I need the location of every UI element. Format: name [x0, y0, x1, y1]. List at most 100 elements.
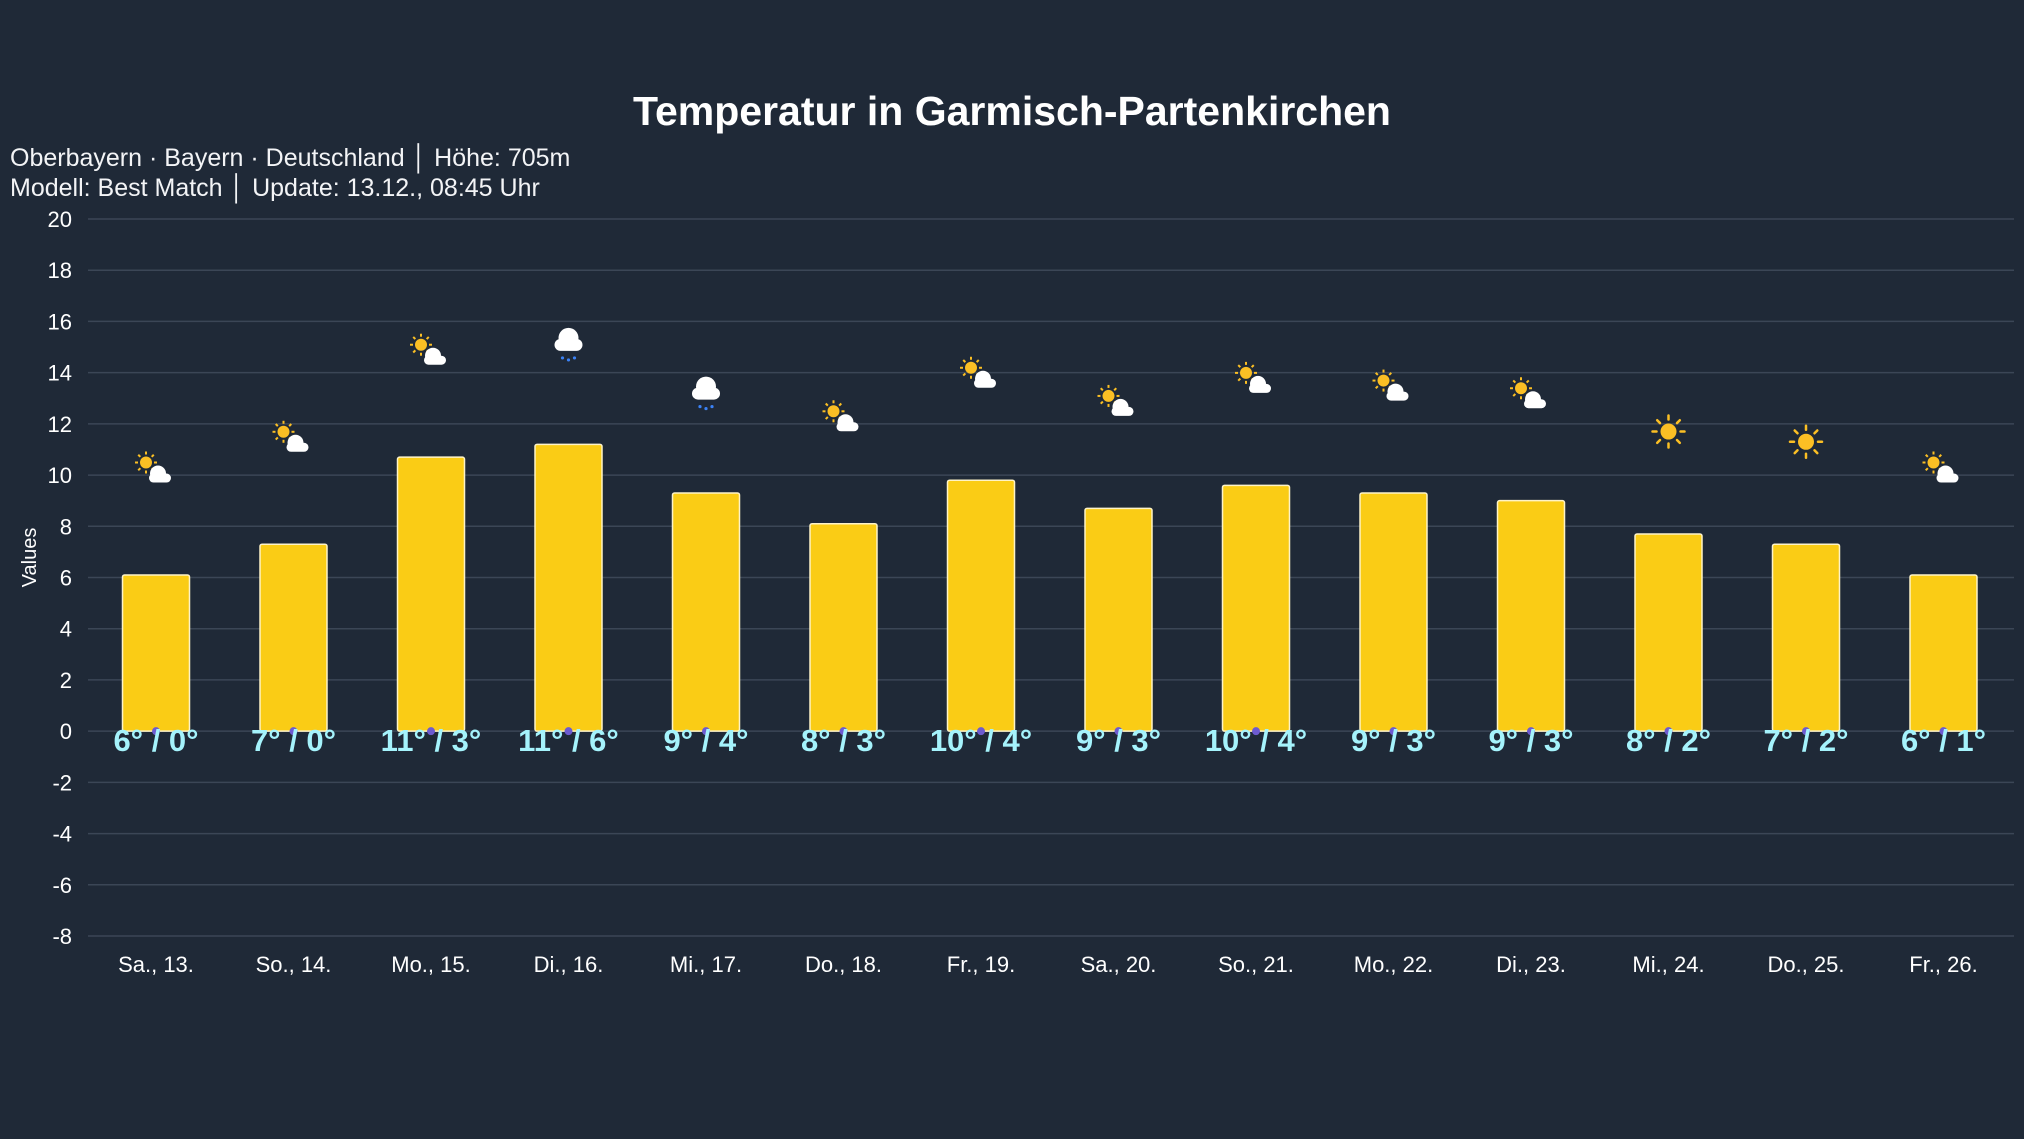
x-tick-label: So., 21.: [1218, 952, 1294, 977]
sun-ray: [1250, 364, 1255, 368]
min-marker: [1802, 727, 1810, 736]
raindrop-icon: [704, 406, 708, 411]
bar: [259, 543, 328, 732]
x-tick-label: Sa., 13.: [118, 952, 194, 977]
sun-ray: [425, 336, 430, 340]
sun-ray: [975, 359, 980, 363]
y-tick-label: -4: [52, 822, 72, 847]
y-tick-label: 20: [48, 207, 72, 232]
sun-icon: [1798, 433, 1814, 450]
cloud-icon: [1111, 406, 1134, 416]
x-tick-label: Di., 23.: [1496, 952, 1566, 977]
sun-icon: [1377, 374, 1390, 387]
cloud-icon: [836, 422, 859, 432]
sun-ray: [137, 454, 142, 458]
cloud-icon: [1524, 399, 1546, 409]
y-tick-label: 2: [60, 668, 72, 693]
x-tick-label: Fr., 19.: [947, 952, 1015, 977]
y-tick-label: 8: [60, 514, 72, 539]
bar: [1221, 484, 1291, 732]
data-label: 7° / 2°: [1763, 723, 1848, 758]
raindrop-icon: [572, 356, 577, 360]
sun-icon: [965, 361, 977, 374]
min-marker: [839, 727, 848, 736]
bar: [1909, 574, 1978, 732]
min-marker: [977, 727, 985, 736]
min-marker: [289, 727, 298, 736]
x-tick-label: Di., 16.: [534, 952, 604, 977]
x-tick-label: Do., 18.: [805, 952, 882, 977]
raindrop-icon: [698, 404, 702, 409]
cloud-icon: [1936, 473, 1959, 483]
min-marker: [427, 727, 435, 736]
x-tick-label: Fr., 26.: [1909, 952, 1977, 977]
sun-ray: [1512, 379, 1517, 384]
data-label: 9° / 3°: [1488, 723, 1573, 758]
sun-ray: [962, 372, 967, 377]
min-marker: [1114, 727, 1123, 736]
min-marker: [1252, 727, 1260, 736]
rain-cloud-icon: [692, 387, 720, 400]
sun-icon: [827, 405, 840, 418]
min-marker: [1939, 727, 1948, 736]
chart-title: Temperatur in Garmisch-Partenkirchen: [633, 88, 1391, 134]
sun-icon: [277, 425, 290, 438]
sun-ray: [1655, 438, 1662, 445]
x-tick-label: So., 14.: [256, 952, 332, 977]
sun-ray: [137, 467, 142, 471]
x-tick-label: Mi., 17.: [670, 952, 742, 977]
y-tick-label: 16: [48, 309, 72, 334]
raindrop-icon: [566, 358, 571, 362]
data-label: 10° / 4°: [1205, 723, 1307, 758]
bar: [1359, 492, 1428, 732]
y-tick-label: 18: [48, 258, 72, 283]
x-tick-label: Sa., 20.: [1081, 952, 1157, 977]
x-tick-label: Mi., 24.: [1632, 952, 1704, 977]
y-axis-label: Values: [19, 528, 41, 588]
data-label: 8° / 2°: [1626, 723, 1711, 758]
data-label: 11° / 6°: [518, 723, 619, 758]
min-marker: [152, 727, 160, 736]
location-subtitle: Oberbayern · Bayern · Deutschland │ Höhe…: [10, 144, 571, 172]
sun-ray: [1237, 364, 1242, 368]
min-marker: [1664, 727, 1673, 736]
sun-ray: [1813, 429, 1819, 435]
cloud-icon: [149, 473, 171, 483]
sun-icon: [415, 338, 427, 351]
sun-icon: [1927, 456, 1940, 469]
cloud-icon: [974, 378, 996, 388]
data-label: 10° / 4°: [930, 723, 1032, 758]
y-tick-label: 0: [60, 719, 72, 744]
x-tick-label: Mo., 22.: [1354, 952, 1433, 977]
sun-icon: [1660, 423, 1677, 440]
rain-cloud-icon: [554, 338, 583, 351]
y-tick-label: -6: [52, 873, 72, 898]
sun-ray: [412, 336, 417, 340]
raindrop-icon: [710, 404, 714, 409]
y-tick-label: -2: [52, 770, 72, 795]
bar: [1634, 533, 1703, 732]
sun-ray: [1793, 429, 1799, 435]
data-label: 6° / 1°: [1901, 723, 1986, 758]
data-label: 9° / 3°: [1076, 723, 1161, 758]
raindrop-icon: [560, 356, 565, 360]
sun-ray: [1388, 372, 1392, 376]
sun-ray: [288, 423, 292, 427]
sun-ray: [1525, 379, 1530, 384]
sun-ray: [1813, 449, 1819, 455]
sun-ray: [1655, 418, 1662, 425]
x-tick-label: Mo., 15.: [391, 952, 470, 977]
bar: [534, 443, 603, 732]
sun-ray: [1793, 449, 1799, 455]
sun-ray: [1925, 467, 1929, 471]
sun-ray: [1675, 438, 1682, 445]
bar: [396, 456, 466, 732]
sun-ray: [275, 436, 279, 441]
min-marker: [702, 727, 710, 736]
data-label: 11° / 3°: [381, 723, 482, 758]
cloud-icon: [1386, 391, 1409, 401]
sun-icon: [1240, 366, 1252, 379]
sun-ray: [150, 454, 155, 458]
sun-ray: [275, 423, 279, 427]
